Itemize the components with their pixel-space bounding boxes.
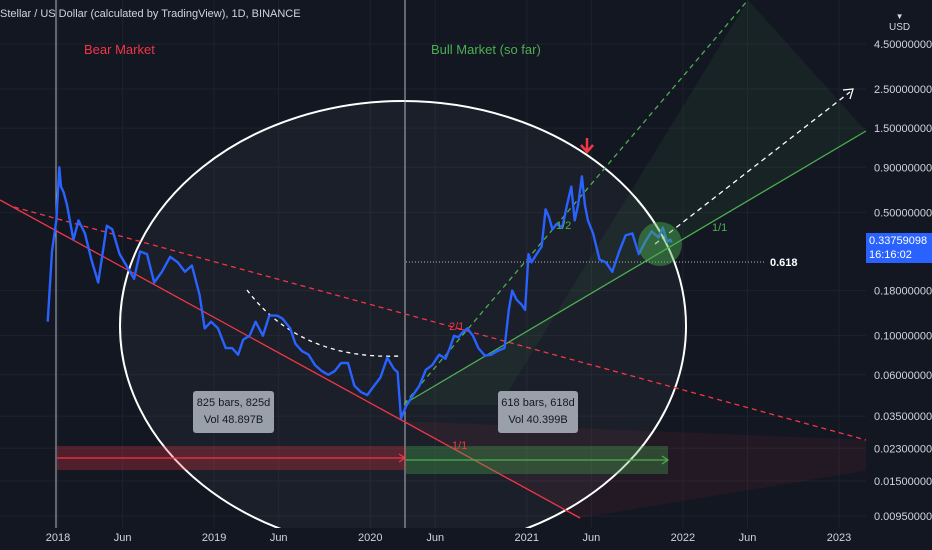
x-tick-label: 2022 [671, 532, 695, 544]
y-tick-label: 0.03500000 [874, 411, 932, 423]
drawings-layer [0, 0, 870, 550]
x-tick-label: 2019 [202, 532, 226, 544]
fan-ratio-2-1-label: 2/1 [449, 321, 464, 333]
y-tick-label: 4.50000000 [874, 39, 932, 51]
y-tick-label: 0.90000000 [874, 162, 932, 174]
x-tick-label: 2021 [515, 532, 539, 544]
currency-dropdown-icon: ▼ [895, 12, 904, 21]
y-tick-label: 0.00950000 [874, 511, 932, 523]
overlay-layer: Bear Market Bull Market (so far) 2/1 1/1 1/1… [84, 42, 798, 452]
bar-countdown: 16:16:02 [869, 249, 912, 261]
y-tick-label: 0.02300000 [874, 443, 932, 455]
y-tick-label: 0.50000000 [874, 207, 932, 219]
last-price-value: 0.33759098 [869, 235, 928, 247]
bars-range-bull-count: 618 bars, 618d [501, 397, 575, 409]
x-tick-label: 2023 [827, 532, 851, 544]
projection-arrowhead [842, 88, 854, 100]
bull-fan-2-1-line [403, 0, 749, 405]
x-tick-label: 2020 [358, 532, 382, 544]
bear-channel-fill [14, 207, 870, 518]
y-tick-label: 0.01500000 [874, 476, 932, 488]
x-tick-label: 2018 [46, 532, 70, 544]
bear-resistance-line [13, 206, 867, 441]
bars-range-bear-volume: Vol 48.897B [203, 414, 264, 426]
last-price-tag: 0.33759098 16:16:02 [866, 233, 932, 263]
fib-618-label: 0.618 [770, 257, 798, 269]
bull-market-label: Bull Market (so far) [431, 42, 541, 57]
time-axis-panel[interactable] [0, 528, 932, 550]
bear-date-range-arrow [398, 453, 407, 463]
fan-ratio-1-1-label: 1/1 [712, 222, 727, 234]
bear-market-label: Bear Market [84, 42, 155, 57]
range-ratio-1-1-label: 1/1 [452, 440, 467, 452]
bars-range-bear-count: 825 bars, 825d [196, 397, 271, 409]
series-layer [46, 166, 673, 420]
y-tick-label: 1.50000000 [874, 123, 932, 135]
y-tick-label: 0.18000000 [874, 286, 932, 298]
top-marker-arrow-icon [580, 138, 594, 154]
x-tick-label: Jun [270, 532, 288, 544]
fan-ratio-1-2-label: 1/2 [556, 220, 571, 232]
price-axis-panel[interactable] [866, 0, 932, 550]
currency-label[interactable]: ▼ USD [889, 11, 910, 33]
y-tick-label: 0.10000000 [874, 331, 932, 343]
bull-date-range-arrow [661, 455, 670, 465]
cycle-ellipse [119, 100, 687, 550]
x-tick-label: Jun [582, 532, 600, 544]
currency-unit: USD [889, 22, 911, 33]
xlm-price-line [46, 166, 673, 420]
x-tick-label: Jun [114, 532, 132, 544]
bear-support-line [0, 199, 581, 519]
x-tick-label: Jun [426, 532, 444, 544]
grid-layer [0, 0, 866, 528]
bull-fan-fill [404, 0, 866, 405]
bars-range-bull-volume: Vol 40.399B [508, 414, 568, 426]
rounding-bottom-curve [246, 289, 401, 357]
y-tick-label: 0.06000000 [874, 370, 932, 382]
bars-range-box-bear: 825 bars, 825d Vol 48.897B [193, 391, 274, 433]
bull-fan-1-1-line [403, 130, 867, 405]
bars-range-box-bull: 618 bars, 618d Vol 40.399B [498, 391, 578, 433]
x-tick-label: Jun [739, 532, 757, 544]
y-tick-label: 2.50000000 [874, 84, 932, 96]
chart-title: Stellar / US Dollar (calculated by Tradi… [0, 8, 301, 20]
support-highlight-circle [638, 222, 682, 266]
